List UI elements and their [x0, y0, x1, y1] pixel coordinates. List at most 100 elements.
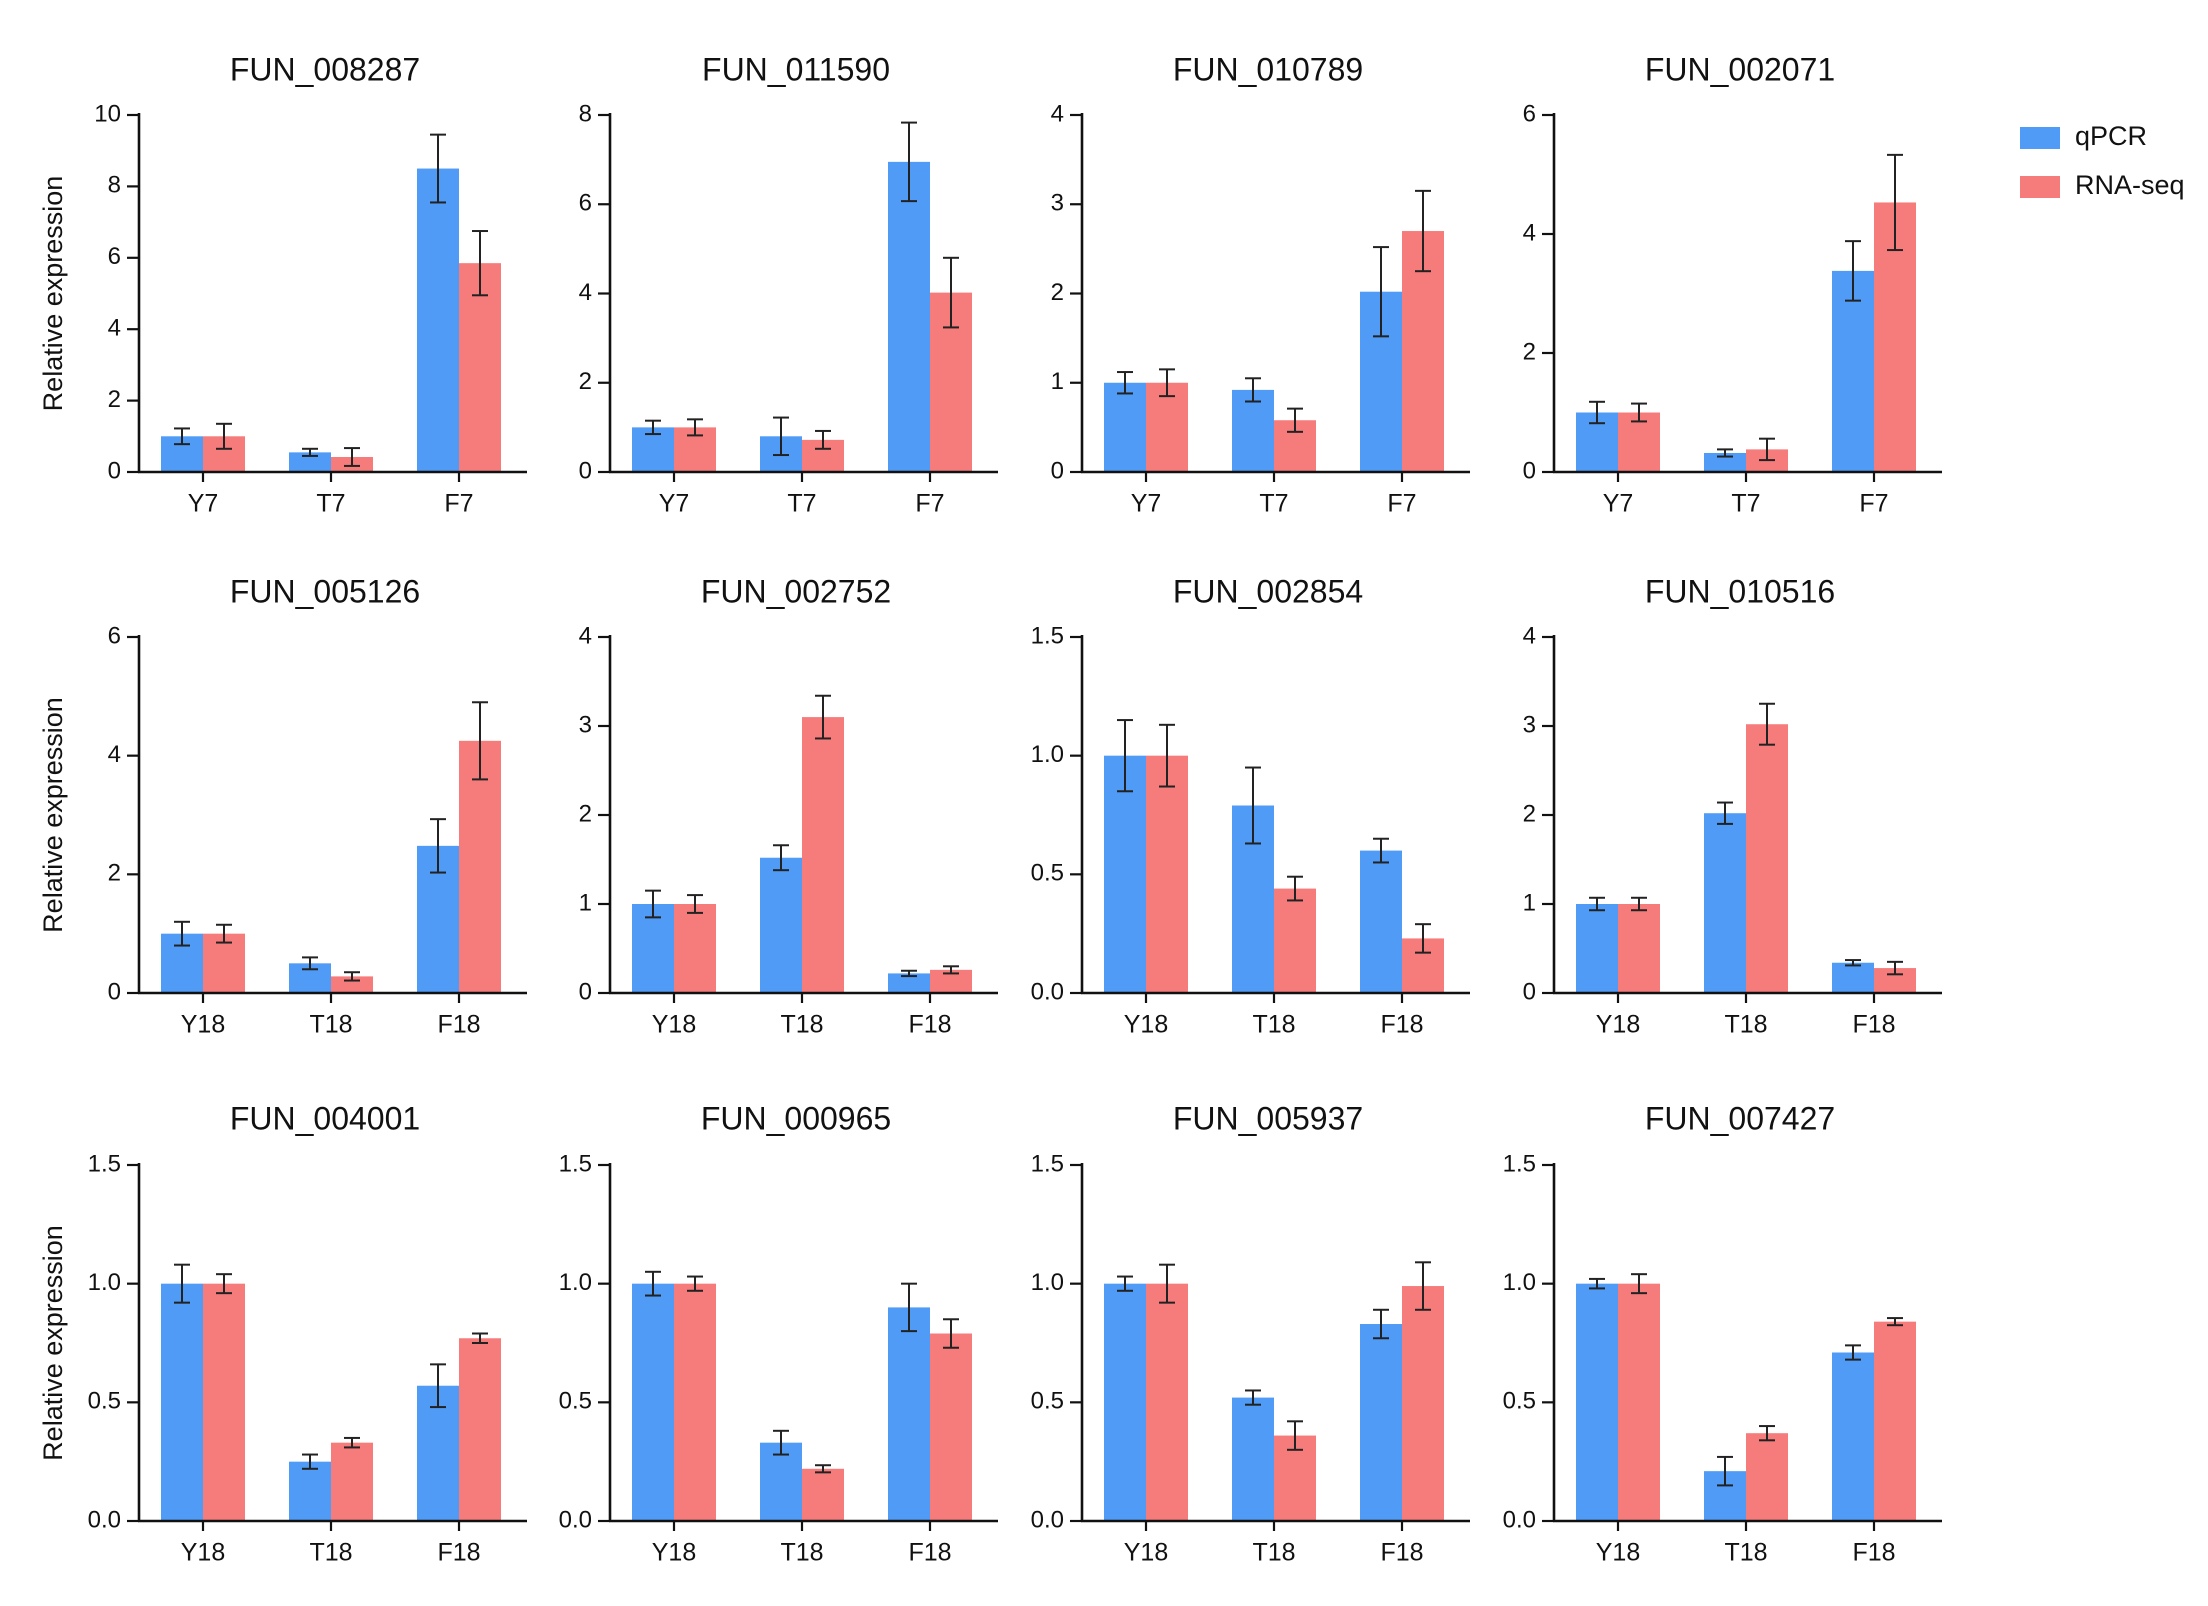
- error-bar-RNA-seq-F7: [1415, 189, 1431, 273]
- y-tick-label: 4: [108, 315, 121, 342]
- x-tick-label: T18: [309, 1539, 352, 1567]
- bar-qPCR-F18: [1832, 1352, 1874, 1521]
- error-bar-qPCR-Y18: [1117, 719, 1133, 793]
- legend: qPCR RNA-seq: [2020, 121, 2185, 200]
- panel-title: FUN_002854: [1173, 573, 1363, 609]
- bar-RNA-seq-T18: [331, 976, 373, 993]
- y-axis-label: Relative expression: [38, 697, 68, 933]
- error-bar-qPCR-F7: [901, 121, 917, 203]
- y-tick-label: 4: [1523, 622, 1536, 649]
- y-tick-label: 4: [579, 622, 592, 649]
- legend-label: RNA-seq: [2075, 170, 2185, 200]
- panel-FUN_005126: FUN_005126 Relative expression 0 2 4 6 Y18 T18 F…: [38, 573, 527, 1039]
- bar-RNA-seq-F7: [459, 263, 501, 472]
- y-tick-label: 1.0: [1503, 1269, 1536, 1296]
- bar-qPCR-Y7: [1104, 382, 1146, 472]
- error-bar-RNA-seq-F18: [472, 701, 488, 781]
- x-tick-label: T18: [1724, 1011, 1767, 1039]
- x-tick-label: F18: [1852, 1011, 1895, 1039]
- x-tick-label: T18: [1252, 1539, 1295, 1567]
- error-bar-qPCR-T18: [773, 844, 789, 872]
- error-bar-qPCR-Y18: [1589, 896, 1605, 912]
- y-tick-label: 3: [579, 711, 592, 738]
- error-bar-qPCR-Y7: [1589, 400, 1605, 425]
- bar-qPCR-F7: [1832, 270, 1874, 472]
- x-tick-label: F7: [1859, 490, 1888, 518]
- panel-title: FUN_004001: [230, 1100, 420, 1136]
- x-tick-label: T18: [780, 1011, 823, 1039]
- error-bar-qPCR-T7: [1717, 448, 1733, 458]
- error-bar-qPCR-Y7: [174, 427, 190, 446]
- error-bar-qPCR-F18: [430, 1363, 446, 1409]
- bar-RNA-seq-Y7: [1146, 382, 1188, 472]
- panel-FUN_010516: FUN_010516 0 1 2 3 4 Y18 T18 F18: [1523, 573, 1942, 1039]
- error-bar-qPCR-F7: [1845, 240, 1861, 302]
- x-tick-label: T7: [1259, 490, 1288, 518]
- panel-title: FUN_008287: [230, 51, 420, 87]
- x-tick-label: Y18: [181, 1011, 225, 1039]
- error-bar-qPCR-F18: [430, 818, 446, 874]
- bar-RNA-seq-F18: [1402, 1286, 1444, 1521]
- error-bar-RNA-seq-Y7: [1159, 368, 1175, 398]
- error-bar-RNA-seq-T7: [1287, 407, 1303, 433]
- panel-FUN_000965: FUN_000965 0.0 0.5 1.0 1.5 Y18 T18 F18: [559, 1100, 998, 1567]
- bar-RNA-seq-T18: [802, 717, 844, 993]
- bar-RNA-seq-Y18: [1146, 755, 1188, 993]
- bar-qPCR-Y18: [1576, 904, 1618, 993]
- y-tick-label: 0.5: [1031, 1388, 1064, 1415]
- x-tick-label: F7: [444, 490, 473, 518]
- y-tick-label: 1.5: [1031, 1150, 1064, 1177]
- y-tick-label: 4: [1051, 100, 1064, 127]
- error-bar-qPCR-T18: [1245, 1389, 1261, 1406]
- bar-RNA-seq-T18: [1746, 724, 1788, 993]
- error-bar-RNA-seq-F18: [1887, 1317, 1903, 1327]
- error-bar-qPCR-F18: [1373, 1308, 1389, 1340]
- error-bar-RNA-seq-Y18: [1159, 723, 1175, 788]
- y-tick-label: 0.5: [1503, 1388, 1536, 1415]
- bar-RNA-seq-F18: [1874, 1321, 1916, 1521]
- error-bar-RNA-seq-F18: [1887, 960, 1903, 976]
- y-tick-label: 6: [579, 190, 592, 217]
- panel-title: FUN_005126: [230, 573, 420, 609]
- bar-RNA-seq-F18: [459, 740, 501, 993]
- error-bar-RNA-seq-T18: [1287, 875, 1303, 902]
- y-tick-label: 2: [108, 860, 121, 887]
- bar-RNA-seq-T18: [802, 1468, 844, 1521]
- x-tick-label: Y18: [181, 1539, 225, 1567]
- bar-qPCR-Y18: [1576, 1283, 1618, 1521]
- y-tick-label: 1.5: [1503, 1150, 1536, 1177]
- bar-qPCR-F7: [888, 161, 930, 472]
- y-tick-label: 1.5: [88, 1150, 121, 1177]
- bar-qPCR-T18: [1704, 813, 1746, 993]
- error-bar-qPCR-F18: [1845, 1344, 1861, 1361]
- y-axis-label: Relative expression: [38, 176, 68, 412]
- x-tick-label: F18: [437, 1539, 480, 1567]
- error-bar-RNA-seq-F18: [1415, 923, 1431, 954]
- bar-RNA-seq-Y18: [1146, 1283, 1188, 1521]
- panel-title: FUN_010789: [1173, 51, 1363, 87]
- bar-qPCR-F18: [417, 1385, 459, 1521]
- legend-label: qPCR: [2075, 121, 2147, 151]
- error-bar-qPCR-F18: [901, 1282, 917, 1333]
- y-tick-label: 1: [579, 889, 592, 916]
- bar-RNA-seq-Y18: [674, 1283, 716, 1521]
- bar-qPCR-F18: [1360, 1324, 1402, 1521]
- y-tick-label: 2: [1523, 800, 1536, 827]
- error-bar-RNA-seq-Y7: [216, 422, 232, 450]
- panel-FUN_002752: FUN_002752 0 1 2 3 4 Y18 T18 F18: [579, 573, 998, 1039]
- y-tick-label: 6: [108, 622, 121, 649]
- error-bar-qPCR-Y18: [1117, 1275, 1133, 1292]
- panel-title: FUN_000965: [701, 1100, 891, 1136]
- y-tick-label: 2: [579, 368, 592, 395]
- y-tick-label: 2: [1051, 279, 1064, 306]
- bar-RNA-seq-F18: [930, 969, 972, 993]
- error-bar-RNA-seq-F18: [472, 1332, 488, 1344]
- error-bar-RNA-seq-Y7: [687, 418, 703, 437]
- error-bar-qPCR-T18: [1717, 801, 1733, 825]
- y-tick-label: 0.0: [1031, 1506, 1064, 1533]
- y-tick-label: 6: [1523, 100, 1536, 127]
- x-tick-label: F18: [908, 1011, 951, 1039]
- panel-FUN_008287: FUN_008287 Relative expression 0 2 4 6 8 10 Y7 T7…: [38, 51, 527, 518]
- bar-RNA-seq-F18: [930, 1333, 972, 1521]
- error-bar-RNA-seq-T18: [1759, 702, 1775, 746]
